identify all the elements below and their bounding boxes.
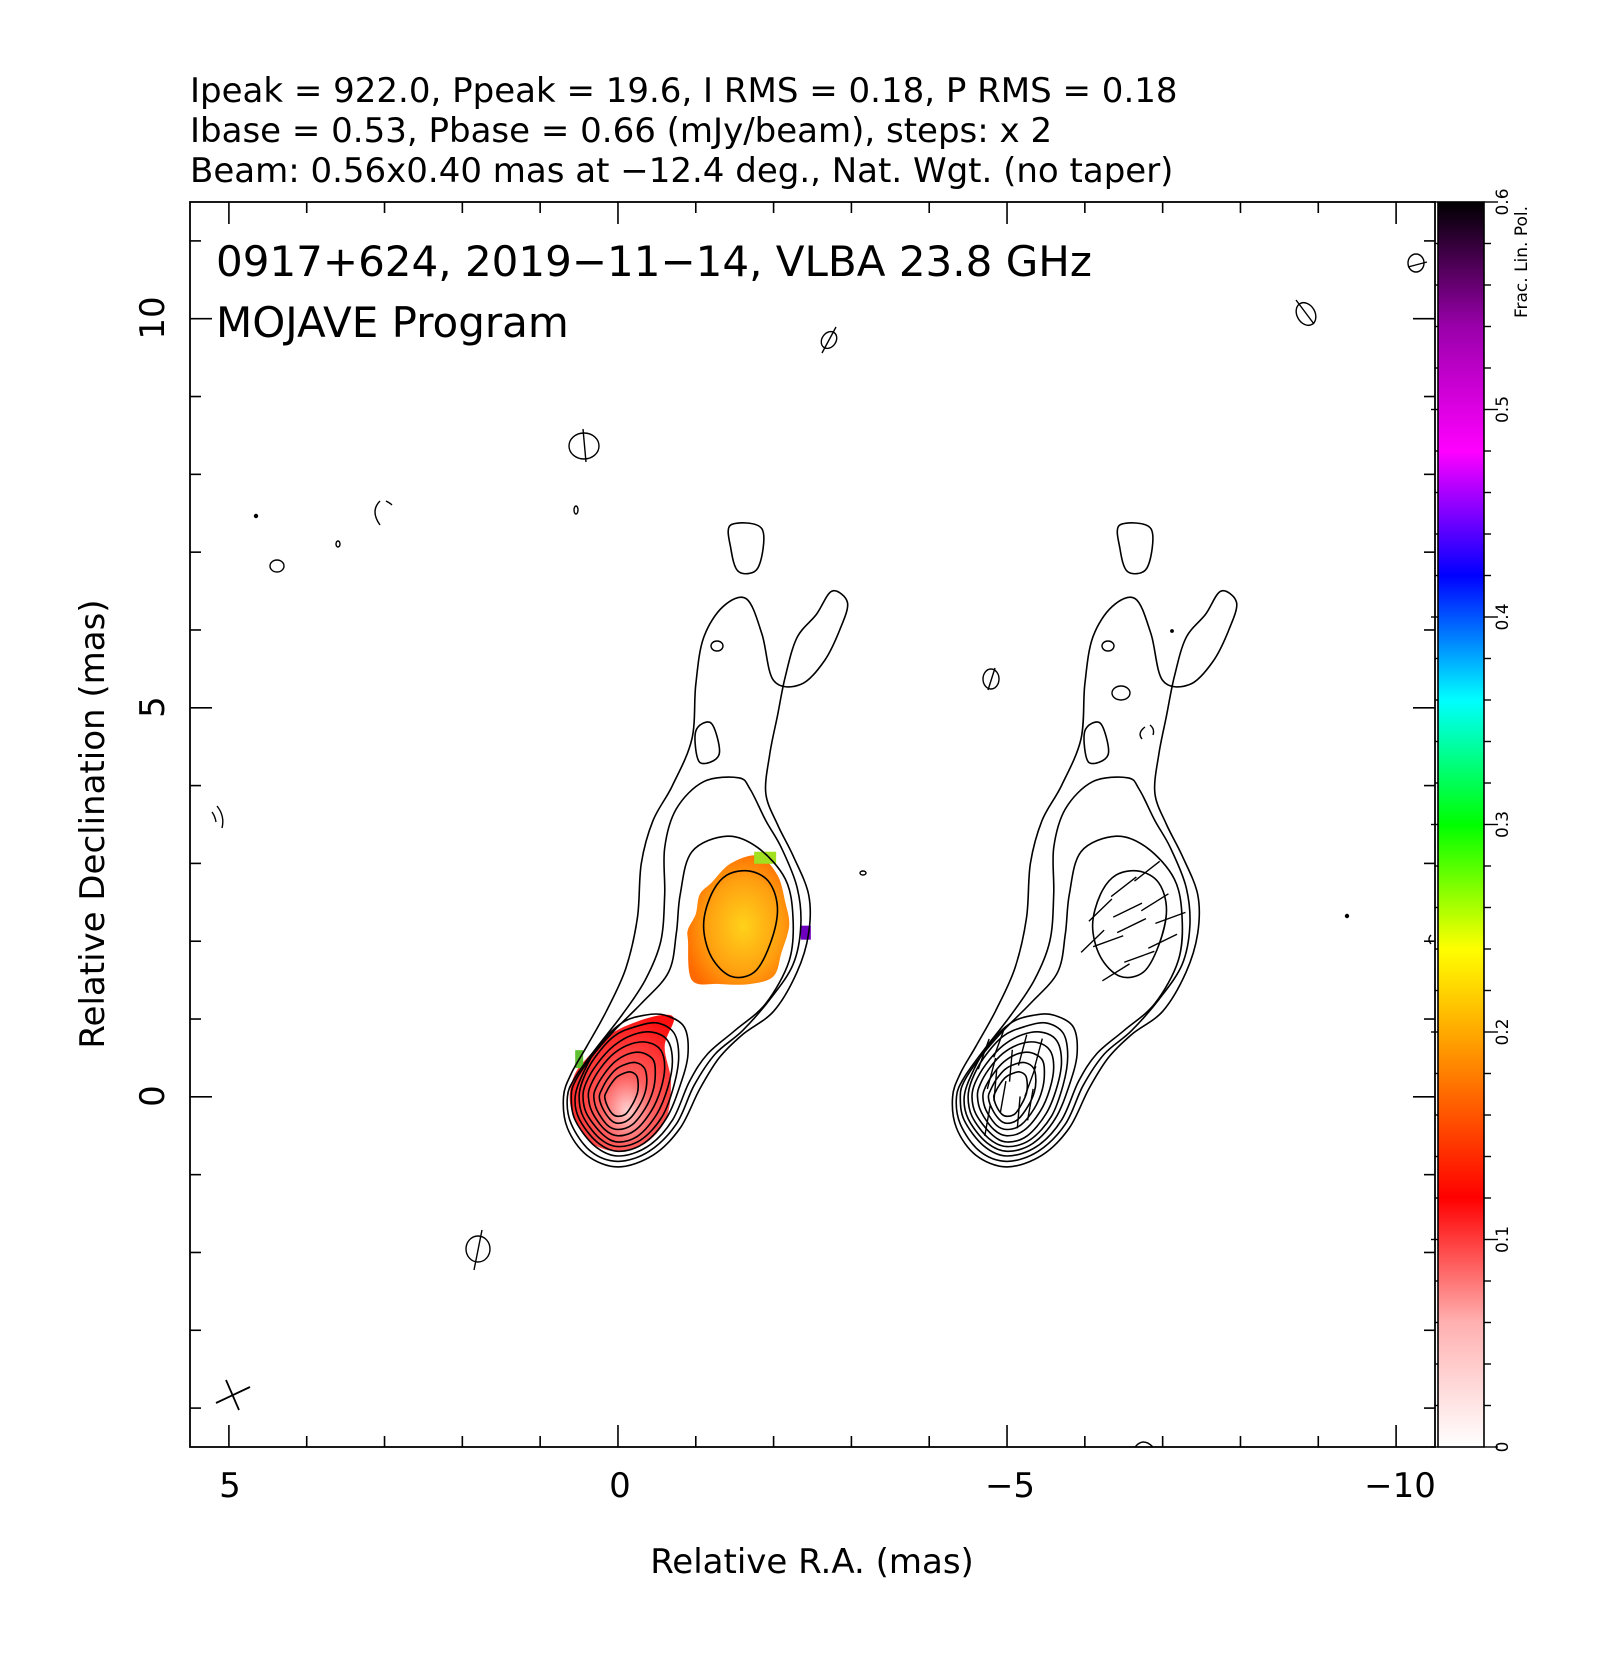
evpa-stick [1116,918,1147,934]
colorbar-tick-labels: 0 0.1 0.2 0.3 0.4 0.5 0.6 [1493,188,1513,1452]
y-tick-label: 0 [133,1085,173,1107]
x-tick-label: 0 [609,1466,631,1506]
evpa-stick [977,1038,990,1070]
contour-island-1 [1116,522,1154,575]
contour-level-5 [578,1021,680,1148]
x-tick-label: 5 [219,1466,241,1506]
axis-ticks [190,202,1435,1447]
contour-level-8 [592,1051,657,1131]
contours-right-panel [951,522,1238,1168]
contour-level-2 [955,776,1191,1163]
noise-islands [211,253,1432,1447]
evpa-stick [1088,898,1113,922]
evpa-stick [1155,911,1186,925]
frac-pol-patch-jet-knot [687,855,790,985]
colorbar-tick-label: 0.5 [1493,396,1513,423]
plot-title-line-2: MOJAVE Program [216,298,569,347]
y-axis-label: Relative Declination (mas) [73,599,113,1048]
evpa-stick [1016,1096,1021,1129]
contour-level-3 [570,835,795,1157]
y-tick-label: 10 [133,296,173,339]
contour-level-2 [566,776,802,1163]
evpa-stick [1017,1034,1028,1066]
evpa-stick [1147,933,1178,949]
header-line-3: Beam: 0.56x0.40 mas at −12.4 deg., Nat. … [190,151,1173,191]
frac-pol-edge-pixel [754,851,777,864]
evpa-sticks [977,860,1186,1137]
contour-level-3 [959,835,1184,1157]
contour-level-9 [987,1061,1037,1125]
contour-level-4 [963,1013,1079,1153]
contour-level-6 [971,1031,1063,1143]
colorbar-tick-label: 0.2 [1493,1018,1513,1045]
contour-island-2 [1083,721,1110,765]
evpa-stick [993,1027,1006,1058]
evpa-stick [1112,902,1143,918]
colorbar-tick-label: 0.6 [1493,188,1513,215]
colorbar-tick-label: 0.3 [1493,811,1513,838]
evpa-stick [1026,1088,1034,1121]
contour-level-1 [562,589,849,1168]
beam-marker [215,1379,251,1411]
contour-level-10 [992,1071,1029,1118]
y-tick-labels: 0 5 10 [133,296,173,1106]
evpa-stick [1080,929,1105,953]
contour-level-4 [574,1013,689,1153]
contour-level-6 [582,1031,674,1143]
contour-level-1 [951,589,1238,1168]
evpa-stick [1024,1066,1037,1097]
contour-level-11 [1091,869,1168,979]
evpa-stick [986,1057,997,1090]
plot-area [211,253,1432,1447]
plot-title-line-1: 0917+624, 2019−11−14, VLBA 23.8 GHz [216,237,1092,286]
evpa-stick [1008,1049,1014,1082]
x-axis-label: Relative R.A. (mas) [650,1542,974,1582]
evpa-stick [1124,950,1155,963]
plot-frame [189,201,1436,1448]
x-tick-labels: 5 0 −5 −10 [219,1466,1436,1506]
frac-pol-patches [569,851,811,1152]
contour-level-7 [587,1041,666,1137]
colorbar-tick-label: 0.1 [1493,1226,1513,1253]
evpa-stick [993,1069,998,1102]
contour-island-1 [727,522,765,575]
contour-level-11 [702,869,779,979]
contour-level-8 [982,1051,1046,1131]
contour-level-9 [598,1061,648,1125]
header-line-2: Ibase = 0.53, Pbase = 0.66 (mJy/beam), s… [190,111,1052,151]
contours-left-panel [562,522,849,1168]
header-line-1: Ipeak = 922.0, Ppeak = 19.6, I RMS = 0.1… [190,71,1178,111]
colorbar-tick-label: 0 [1493,1442,1513,1453]
y-tick-label: 5 [133,696,173,718]
contour-level-7 [976,1041,1055,1137]
evpa-stick [1033,1038,1043,1070]
colorbar-tick-label: 0.4 [1493,603,1513,630]
x-tick-label: −10 [1364,1466,1436,1506]
contour-level-5 [967,1021,1069,1148]
evpa-stick [1140,893,1169,912]
contour-level-10 [603,1071,640,1118]
x-tick-label: −5 [985,1466,1035,1506]
evpa-stick [1102,963,1130,982]
colorbar-fill [1437,201,1485,1448]
evpa-stick [984,1104,992,1137]
evpa-stick [1110,876,1137,898]
frac-pol-edge-pixel [800,925,811,940]
evpa-stick [1092,935,1124,948]
colorbar-ticks [1431,201,1498,1448]
evpa-stick [999,1080,1007,1113]
contour-island-2 [694,721,721,765]
colorbar: 0 0.1 0.2 0.3 0.4 0.5 0.6 Frac. Lin. Pol. [1431,188,1532,1452]
colorbar-label: Frac. Lin. Pol. [1512,206,1532,318]
evpa-stick [1134,860,1161,882]
